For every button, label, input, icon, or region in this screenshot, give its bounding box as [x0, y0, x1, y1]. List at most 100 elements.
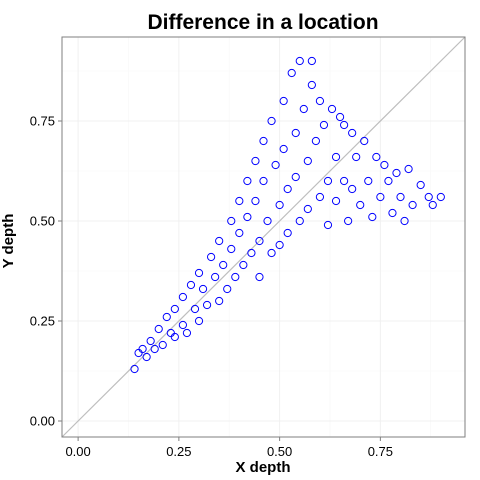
- data-point: [283, 184, 292, 194]
- data-point: [243, 212, 252, 222]
- gridlines: [62, 37, 465, 437]
- data-point: [154, 324, 163, 334]
- data-point: [323, 176, 333, 186]
- y-axis: 0.00 0.25 0.50 0.75: [30, 114, 62, 429]
- data-point: [348, 128, 357, 138]
- data-point: [315, 96, 325, 106]
- data-point: [251, 196, 260, 206]
- data-point: [263, 216, 272, 226]
- data-point: [190, 304, 200, 314]
- data-point: [150, 344, 159, 354]
- data-point: [295, 216, 304, 226]
- data-point: [396, 192, 405, 202]
- data-point: [340, 176, 349, 186]
- data-point: [275, 200, 284, 210]
- data-point: [323, 220, 333, 230]
- data-point: [158, 340, 167, 350]
- y-tick-label: 0.25: [30, 314, 55, 329]
- data-point: [227, 244, 236, 254]
- data-point: [202, 300, 212, 310]
- y-tick-label: 0.00: [30, 414, 55, 429]
- data-point: [291, 128, 300, 138]
- data-point: [436, 192, 445, 202]
- data-point: [327, 104, 337, 114]
- data-point: [194, 316, 204, 326]
- data-point: [251, 156, 260, 166]
- data-point: [283, 228, 292, 238]
- data-point: [198, 284, 208, 294]
- data-point: [186, 280, 196, 290]
- data-point: [243, 176, 252, 186]
- data-point: [267, 248, 276, 258]
- data-point: [408, 200, 417, 210]
- data-point: [428, 200, 437, 210]
- y-tick-label: 0.75: [30, 114, 55, 129]
- data-point: [255, 236, 264, 246]
- data-point: [360, 136, 369, 146]
- data-point: [392, 168, 401, 178]
- data-point: [335, 112, 345, 122]
- data-point: [416, 180, 425, 190]
- data-point: [219, 260, 228, 270]
- data-point: [235, 228, 244, 238]
- data-point: [279, 96, 288, 106]
- data-point: [348, 184, 357, 194]
- data-point: [340, 120, 349, 130]
- data-point: [239, 260, 248, 270]
- data-point: [223, 284, 232, 294]
- data-point: [364, 176, 373, 186]
- data-point: [146, 336, 155, 346]
- data-point: [291, 172, 300, 182]
- data-point: [279, 144, 288, 154]
- data-point: [215, 236, 224, 246]
- data-point: [211, 272, 220, 282]
- data-point: [400, 216, 409, 226]
- data-points: [130, 56, 445, 374]
- reference-diagonal-line: [61, 36, 466, 438]
- data-point: [295, 56, 304, 66]
- data-point: [311, 136, 320, 146]
- data-point: [235, 196, 244, 206]
- x-tick-label: 0.25: [166, 444, 191, 459]
- data-point: [162, 312, 171, 322]
- data-point: [255, 272, 264, 282]
- data-point: [259, 136, 268, 146]
- data-point: [247, 248, 256, 258]
- data-point: [231, 272, 240, 282]
- data-point: [267, 116, 276, 126]
- data-point: [303, 156, 312, 166]
- data-point: [331, 152, 341, 162]
- y-tick-label: 0.50: [30, 214, 55, 229]
- data-point: [368, 212, 377, 222]
- data-point: [299, 104, 308, 114]
- data-point: [287, 68, 296, 78]
- data-point: [130, 364, 139, 374]
- data-point: [178, 320, 187, 330]
- x-tick-label: 0.00: [65, 444, 90, 459]
- data-point: [356, 200, 365, 210]
- data-point: [178, 292, 187, 302]
- data-point: [331, 196, 341, 206]
- x-axis-label: X depth: [236, 459, 291, 476]
- data-point: [404, 164, 413, 174]
- data-point: [142, 352, 151, 362]
- data-point: [376, 192, 385, 202]
- x-tick-label: 0.75: [368, 444, 393, 459]
- x-axis: 0.00 0.25 0.50 0.75: [65, 437, 393, 459]
- data-point: [319, 120, 329, 130]
- data-point: [275, 240, 284, 250]
- data-point: [207, 252, 216, 262]
- data-point: [307, 80, 316, 90]
- plot-panel-border: [61, 36, 466, 438]
- chart-title: Difference in a location: [147, 11, 378, 34]
- data-point: [259, 176, 268, 186]
- data-point: [307, 56, 316, 66]
- data-point: [315, 192, 325, 202]
- data-point: [182, 328, 192, 338]
- data-point: [388, 208, 397, 218]
- data-point: [372, 152, 381, 162]
- y-axis-label: Y depth: [0, 214, 17, 269]
- data-point: [170, 332, 179, 342]
